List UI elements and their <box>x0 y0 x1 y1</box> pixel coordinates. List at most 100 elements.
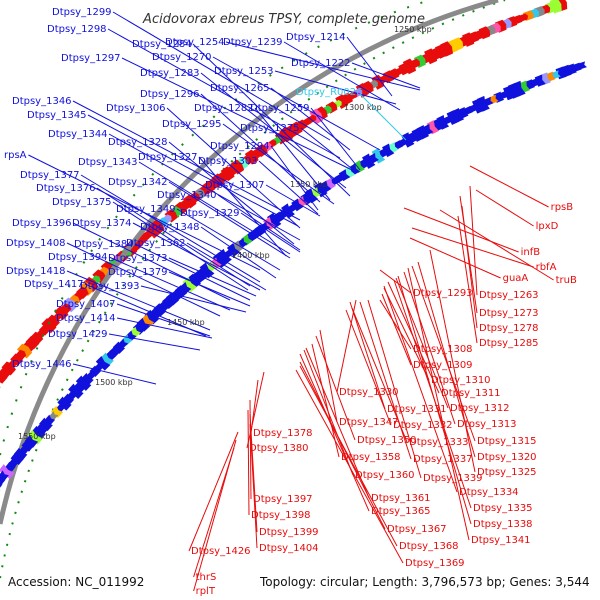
gene-block <box>81 372 94 386</box>
gene-block <box>144 309 159 325</box>
gene-block <box>0 464 15 480</box>
reverse-gene-label: infB <box>521 247 541 258</box>
forward-gene-label: Dtpsy_1306 <box>106 103 166 114</box>
forward-leader-line <box>274 70 397 105</box>
gene-block <box>471 98 485 114</box>
forward-leader-line <box>138 161 291 255</box>
forward-gene-label: Dtpsy_1298 <box>47 24 107 35</box>
reverse-leader-line <box>397 275 472 525</box>
gene-block <box>25 335 40 350</box>
reverse-gene-label: Dtpsy_1361 <box>371 493 431 504</box>
rna-gene-label: Dtpsy_R0026 <box>296 87 363 98</box>
scale-label: 1550 kbp <box>18 432 56 441</box>
reverse-gene-label: Dtpsy_1341 <box>471 535 531 546</box>
reverse-gene-label: Dtpsy_1347 <box>339 417 399 428</box>
reverse-gene-label: Dtpsy_1263 <box>479 290 539 301</box>
forward-leader-line <box>116 317 213 339</box>
gene-block <box>169 206 182 219</box>
gene-block <box>149 307 162 320</box>
gene-block <box>41 318 57 334</box>
gene-block <box>191 270 205 285</box>
gene-block <box>76 286 89 300</box>
gene-block <box>105 349 117 362</box>
forward-gene-label: Dtpsy_1239 <box>223 37 283 48</box>
forward-gene-label: Dtpsy_1362 <box>126 238 186 249</box>
forward-gene-label: Dtpsy_1270 <box>152 52 212 63</box>
forward-gene-label: Dtpsy_1329 <box>180 208 240 219</box>
reverse-gene-label: Dtpsy_1332 <box>393 420 453 431</box>
reverse-gene-label: Dtpsy_1404 <box>259 543 319 554</box>
reverse-gene-label: Dtpsy_1367 <box>387 524 447 535</box>
reverse-leader-line <box>411 227 534 268</box>
reverse-leader-line <box>299 365 398 547</box>
forward-leader-line <box>346 36 393 97</box>
forward-gene-label: Dtpsy_1342 <box>108 177 168 188</box>
gene-block <box>335 94 349 110</box>
reverse-gene-label: guaA <box>503 273 529 284</box>
gene-block <box>50 405 64 418</box>
forward-gene-label: Dtpsy_1376 <box>36 183 96 194</box>
reverse-leader-line <box>299 353 370 512</box>
gene-block <box>431 118 444 132</box>
gene-block <box>241 154 253 167</box>
reverse-leader-line <box>381 293 412 366</box>
reverse-gene-label: Dtpsy_1325 <box>477 467 537 478</box>
forward-gene-label: Dtpsy_1284 <box>132 39 192 50</box>
forward-gene-label: Dtpsy_1307 <box>205 180 265 191</box>
gene-block <box>27 429 43 445</box>
reverse-gene-labels: rpsB lpxD infB rbfA guaA truB Dtpsy_1263 Dtpsy_… <box>191 202 577 597</box>
scale-label: 1400 kbp <box>232 251 270 260</box>
reverse-gene-label: truB <box>556 275 577 286</box>
forward-leader-line <box>140 285 247 313</box>
gene-block <box>0 366 12 380</box>
gene-block <box>79 281 94 296</box>
gene-block <box>476 95 490 112</box>
forward-leader-line <box>222 123 335 205</box>
reverse-leader-line <box>403 271 456 425</box>
forward-leader-line <box>310 107 361 171</box>
forward-leader-line <box>112 201 249 291</box>
gene-block <box>21 439 35 452</box>
forward-gene-label: Dtpsy_1299 <box>52 7 112 18</box>
reverse-leader-line <box>429 249 476 473</box>
gene-block <box>220 166 235 182</box>
gene-block <box>398 62 410 76</box>
scale-labels: 1250 kbp 1300 kbp 1350 kbp 1400 kbp 1450… <box>18 25 432 441</box>
gene-block <box>416 125 430 140</box>
gene-block <box>319 180 332 194</box>
forward-leader-line <box>96 187 251 287</box>
rna-leader-line <box>359 93 407 141</box>
forward-gene-label: Dtpsy_1344 <box>48 129 108 140</box>
gene-block <box>164 209 178 223</box>
reverse-leader-line <box>319 329 338 423</box>
gene-block <box>14 349 27 362</box>
forward-gene-label: Dtpsy_1340 <box>157 190 217 201</box>
reverse-gene-label: Dtpsy_1278 <box>479 323 539 334</box>
reverse-leader-line <box>367 299 422 479</box>
forward-leader-line <box>168 141 295 245</box>
gene-block <box>173 201 188 216</box>
forward-leader-line <box>72 363 157 385</box>
gene-block <box>132 322 146 335</box>
gene-block <box>136 317 151 332</box>
forward-leader-line <box>80 174 261 283</box>
scale-label: 1450 kbp <box>167 318 205 327</box>
reverse-gene-label: rpsB <box>551 202 574 213</box>
reverse-gene-label: Dtpsy_1273 <box>479 308 539 319</box>
forward-leader-line <box>66 270 211 331</box>
gene-block <box>1 361 16 376</box>
reverse-leader-line <box>379 299 412 350</box>
gene-block <box>100 352 114 367</box>
gene-block <box>75 375 92 391</box>
gene-block <box>166 292 180 306</box>
gene-block <box>46 314 60 329</box>
reverse-leader-line <box>469 185 478 296</box>
forward-gene-label: Dtpsy_1282 <box>194 103 254 114</box>
forward-leader-line <box>240 212 301 253</box>
forward-leader-line <box>265 184 321 217</box>
reverse-leader-line <box>246 371 265 449</box>
reverse-gene-label: Dtpsy_1398 <box>251 510 311 521</box>
gene-block <box>24 434 39 448</box>
reverse-gene-label: Dtpsy_1397 <box>253 494 313 505</box>
gene-block <box>179 199 191 212</box>
